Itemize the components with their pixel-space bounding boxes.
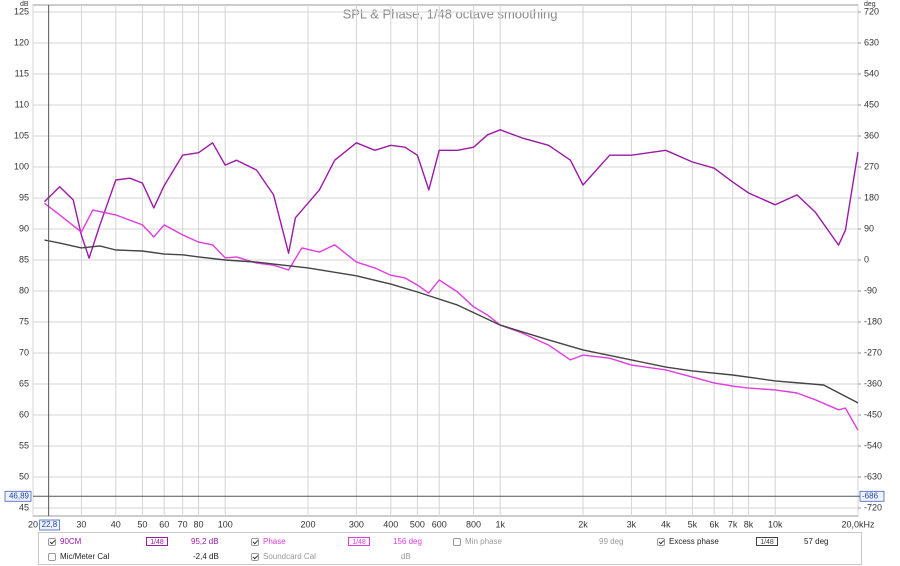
x-tick-label: 500 xyxy=(410,519,425,529)
y2-tick-label: 720 xyxy=(864,6,879,16)
readout: 99 deg xyxy=(599,537,624,546)
checkbox[interactable] xyxy=(453,538,461,546)
x-tick-label: 600 xyxy=(432,519,447,529)
legend-label: Excess phase xyxy=(669,537,719,546)
y-tick-label: 90 xyxy=(19,223,29,233)
x-tick-label: 6k xyxy=(709,519,719,529)
cursor-y2-label-box xyxy=(859,490,885,502)
cursor-y2-label: -686 xyxy=(862,491,879,500)
checkbox[interactable] xyxy=(251,538,259,546)
x-tick-label: 1k xyxy=(495,519,505,529)
x-tick-label: 7k xyxy=(728,519,738,529)
y2-axis-unit: deg xyxy=(864,1,876,8)
chart: SPL & Phase, 1/48 octave smoothing dB de… xyxy=(4,1,885,531)
y-tick-label: 75 xyxy=(19,316,29,326)
y-tick-label: 110 xyxy=(15,99,29,109)
x-tick-label: 800 xyxy=(466,519,481,529)
x-tick-label: 20,0kHz xyxy=(841,519,875,529)
readout: 156 deg xyxy=(393,537,422,546)
checkbox[interactable] xyxy=(251,553,259,561)
x-tick-label: 2k xyxy=(578,519,588,529)
readout: -2,4 dB xyxy=(193,552,219,561)
x-tick-label: 80 xyxy=(194,519,204,529)
y-tick-label: 125 xyxy=(14,6,29,16)
x-tick-label: 40 xyxy=(111,519,121,529)
y-tick-label: 100 xyxy=(14,161,29,171)
x-tick-label: 30 xyxy=(76,519,86,529)
readout: 57 deg xyxy=(804,537,829,546)
y2-tick-label: -450 xyxy=(864,409,882,419)
y2-tick-label: -180 xyxy=(864,316,882,326)
y-tick-label: 120 xyxy=(14,37,29,47)
readout: 95,2 dB xyxy=(191,537,219,546)
y2-tick-label: 360 xyxy=(864,130,879,140)
checkbox[interactable] xyxy=(48,538,56,546)
y2-tick-label: 270 xyxy=(864,161,879,171)
y2-tick-label: -630 xyxy=(864,471,882,481)
legend-label: Min phase xyxy=(465,537,502,546)
readout: dB xyxy=(401,552,411,561)
y-tick-label: 95 xyxy=(19,192,29,202)
y-tick-label: 80 xyxy=(19,285,29,295)
smoothing-button[interactable]: 1/48 xyxy=(348,537,370,546)
y-tick-label: 105 xyxy=(14,130,29,140)
y2-tick-label: 0 xyxy=(864,254,869,264)
legend-label: Mic/Meter Cal xyxy=(60,552,110,561)
y-tick-label: 55 xyxy=(19,440,29,450)
cursor-x-label-box xyxy=(39,519,61,531)
y-tick-label: 70 xyxy=(19,347,29,357)
x-tick-label: 3k xyxy=(627,519,637,529)
y2-tick-label: 180 xyxy=(864,192,879,202)
y2-tick-label: -90 xyxy=(864,285,877,295)
y2-tick-label: -720 xyxy=(864,502,882,512)
legend-label: 90CM xyxy=(60,537,82,546)
x-tick-label: 5k xyxy=(688,519,698,529)
y-tick-label: 60 xyxy=(19,409,29,419)
x-tick-label: 60 xyxy=(159,519,169,529)
y-tick-label: 65 xyxy=(19,378,29,388)
x-tick-label: 300 xyxy=(349,519,364,529)
x-tick-label: 200 xyxy=(300,519,315,529)
grid xyxy=(32,5,859,516)
y-tick-label: 50 xyxy=(19,471,29,481)
y2-tick-label: -540 xyxy=(864,440,882,450)
cursor-y-label-box xyxy=(4,490,32,502)
y2-tick-label: -270 xyxy=(864,347,882,357)
x-tick-label: 400 xyxy=(383,519,398,529)
y-tick-label: 45 xyxy=(19,502,29,512)
y-tick-label: 85 xyxy=(19,254,29,264)
y2-tick-label: 90 xyxy=(864,223,874,233)
smoothing-button[interactable]: 1/48 xyxy=(756,537,778,546)
legend-panel: 90CM 1/48 95,2 dB Phase 1/48 156 deg Excess ph… xyxy=(38,532,862,565)
x-tick-label: 8k xyxy=(744,519,754,529)
x-tick-label: 100 xyxy=(218,519,233,529)
x-tick-label: 10k xyxy=(768,519,783,529)
y-tick-label: 115 xyxy=(15,68,29,78)
series-line xyxy=(44,239,859,404)
x-tick-label: 70 xyxy=(178,519,188,529)
series-line xyxy=(43,202,859,431)
series-line xyxy=(43,129,859,259)
cursor-y-label: 46,89 xyxy=(9,491,30,500)
x-tick-label: 50 xyxy=(137,519,147,529)
y-axis-unit: dB xyxy=(20,1,29,8)
x-tick-label: 20 xyxy=(28,519,38,529)
y2-tick-label: 540 xyxy=(864,68,879,78)
y2-tick-label: 450 xyxy=(864,99,879,109)
legend-label: Phase xyxy=(263,537,286,546)
x-tick-label: 4k xyxy=(661,519,671,529)
checkbox[interactable] xyxy=(48,553,56,561)
smoothing-button[interactable]: 1/48 xyxy=(146,537,168,546)
legend-label: Soundcard Cal xyxy=(263,552,316,561)
chart-title: SPL & Phase, 1/48 octave smoothing xyxy=(343,6,558,21)
y2-tick-label: 630 xyxy=(864,37,879,47)
cursor-x-label: 22,8 xyxy=(42,520,58,529)
y2-tick-label: -360 xyxy=(864,378,882,388)
checkbox[interactable] xyxy=(657,538,665,546)
